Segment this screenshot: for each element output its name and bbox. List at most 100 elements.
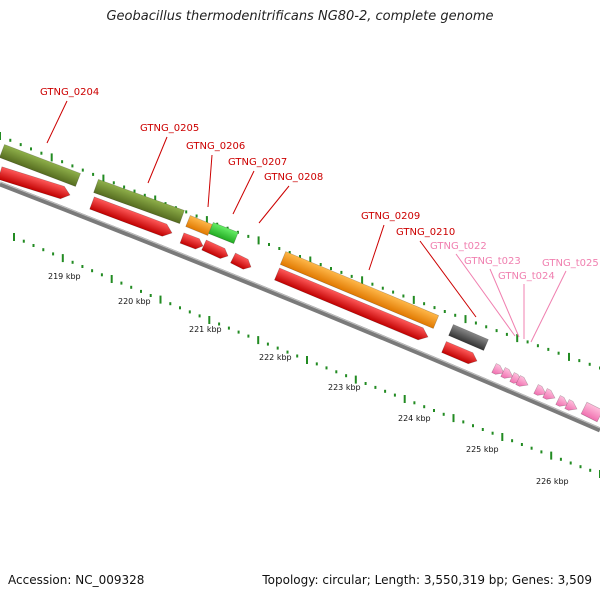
minor-tick <box>485 325 488 329</box>
minor-tick <box>423 405 426 409</box>
minor-tick <box>179 306 181 310</box>
major-tick <box>205 216 208 225</box>
minor-tick <box>81 265 84 268</box>
minor-tick <box>472 424 474 428</box>
minor-tick <box>19 143 22 147</box>
gene-label: GTNG_0210 <box>396 227 455 238</box>
cds-arrow <box>201 239 229 259</box>
minor-tick <box>227 326 230 330</box>
trna-box-gtng-t025 <box>580 401 600 423</box>
label-leader-lines <box>46 100 567 343</box>
major-tick <box>452 414 455 423</box>
minor-tick <box>443 310 446 313</box>
minor-tick <box>454 313 457 317</box>
trna-arrow <box>564 399 578 411</box>
minor-tick <box>569 461 572 465</box>
minor-tick <box>540 450 543 454</box>
minor-tick <box>81 168 84 172</box>
leader-line <box>207 154 213 208</box>
genome-summary-text: Topology: circular; Length: 3,550,319 bp… <box>262 573 592 587</box>
gene-label: GTNG_t025 <box>542 258 599 269</box>
major-tick <box>412 295 415 304</box>
minor-tick <box>278 247 281 250</box>
major-tick <box>550 451 553 460</box>
minor-tick <box>557 351 560 355</box>
minor-tick <box>71 260 74 264</box>
trna-arrow <box>515 375 529 387</box>
gene-label: GTNG_t022 <box>430 241 487 252</box>
minor-tick <box>100 273 103 277</box>
inner-tick-row <box>13 233 600 478</box>
minor-tick <box>185 210 188 214</box>
outer-tick-row <box>0 132 600 370</box>
minor-tick <box>474 321 477 325</box>
leader-line <box>46 100 68 144</box>
minor-tick <box>133 189 136 193</box>
minor-tick <box>71 164 74 168</box>
minor-tick <box>91 269 94 273</box>
gene-label: GTNG_0204 <box>40 87 99 98</box>
minor-tick <box>9 138 12 142</box>
gene-box-gtng-0206 <box>185 215 213 236</box>
major-tick <box>61 254 64 263</box>
leader-line <box>530 270 567 343</box>
leader-line <box>232 170 255 215</box>
minor-tick <box>325 366 328 370</box>
minor-tick <box>149 294 152 297</box>
minor-tick <box>140 289 142 293</box>
minor-tick <box>32 244 35 247</box>
minor-tick <box>374 385 377 389</box>
gene-box-gtng-0205 <box>93 179 185 224</box>
trna-arrow <box>542 388 556 400</box>
map-title: Geobacillus thermodenitrificans NG80-2, … <box>106 9 494 24</box>
minor-tick <box>547 347 550 351</box>
minor-tick <box>335 370 338 374</box>
gene-box-gtng-0207 <box>208 222 239 244</box>
minor-tick <box>433 306 436 310</box>
tick-rows <box>0 132 600 478</box>
minor-tick <box>511 439 514 443</box>
minor-tick <box>319 263 322 266</box>
minor-tick <box>589 468 592 472</box>
scale-label: 225 kbp <box>466 445 499 454</box>
major-tick <box>354 375 357 384</box>
genome-backbone <box>0 181 600 433</box>
gene-label: GTNG_0207 <box>228 157 287 168</box>
minor-tick <box>296 354 299 358</box>
minor-tick <box>52 252 55 256</box>
minor-tick <box>559 457 562 461</box>
genome-backbone-highlight <box>0 181 600 429</box>
minor-tick <box>112 181 115 185</box>
major-tick <box>306 356 308 364</box>
scale-label: 221 kbp <box>189 325 222 334</box>
scale-label: 224 kbp <box>398 414 431 423</box>
scale-label: 220 kbp <box>118 297 151 306</box>
major-tick <box>516 334 519 343</box>
major-tick <box>257 336 260 345</box>
minor-tick <box>40 151 43 155</box>
gene-label: GTNG_0206 <box>186 141 245 152</box>
minor-tick <box>286 350 289 354</box>
trna-arrow <box>491 363 505 375</box>
minor-tick <box>130 285 133 289</box>
minor-tick <box>526 340 529 344</box>
minor-tick <box>330 267 332 270</box>
cds-arrow <box>89 196 173 237</box>
major-tick <box>13 233 15 241</box>
minor-tick <box>578 359 581 363</box>
minor-tick <box>299 255 301 258</box>
leader-line <box>368 224 385 271</box>
leader-line <box>258 185 290 224</box>
minor-tick <box>164 202 167 206</box>
minor-tick <box>392 290 395 294</box>
cds-arrow <box>441 341 478 365</box>
minor-tick <box>195 214 198 218</box>
gene-label: GTNG_0208 <box>264 172 323 183</box>
minor-tick <box>442 412 445 416</box>
minor-tick <box>237 330 240 334</box>
gene-box-gtng-0210 <box>448 324 489 351</box>
cds-arrow <box>179 232 204 250</box>
minor-tick <box>22 239 25 243</box>
